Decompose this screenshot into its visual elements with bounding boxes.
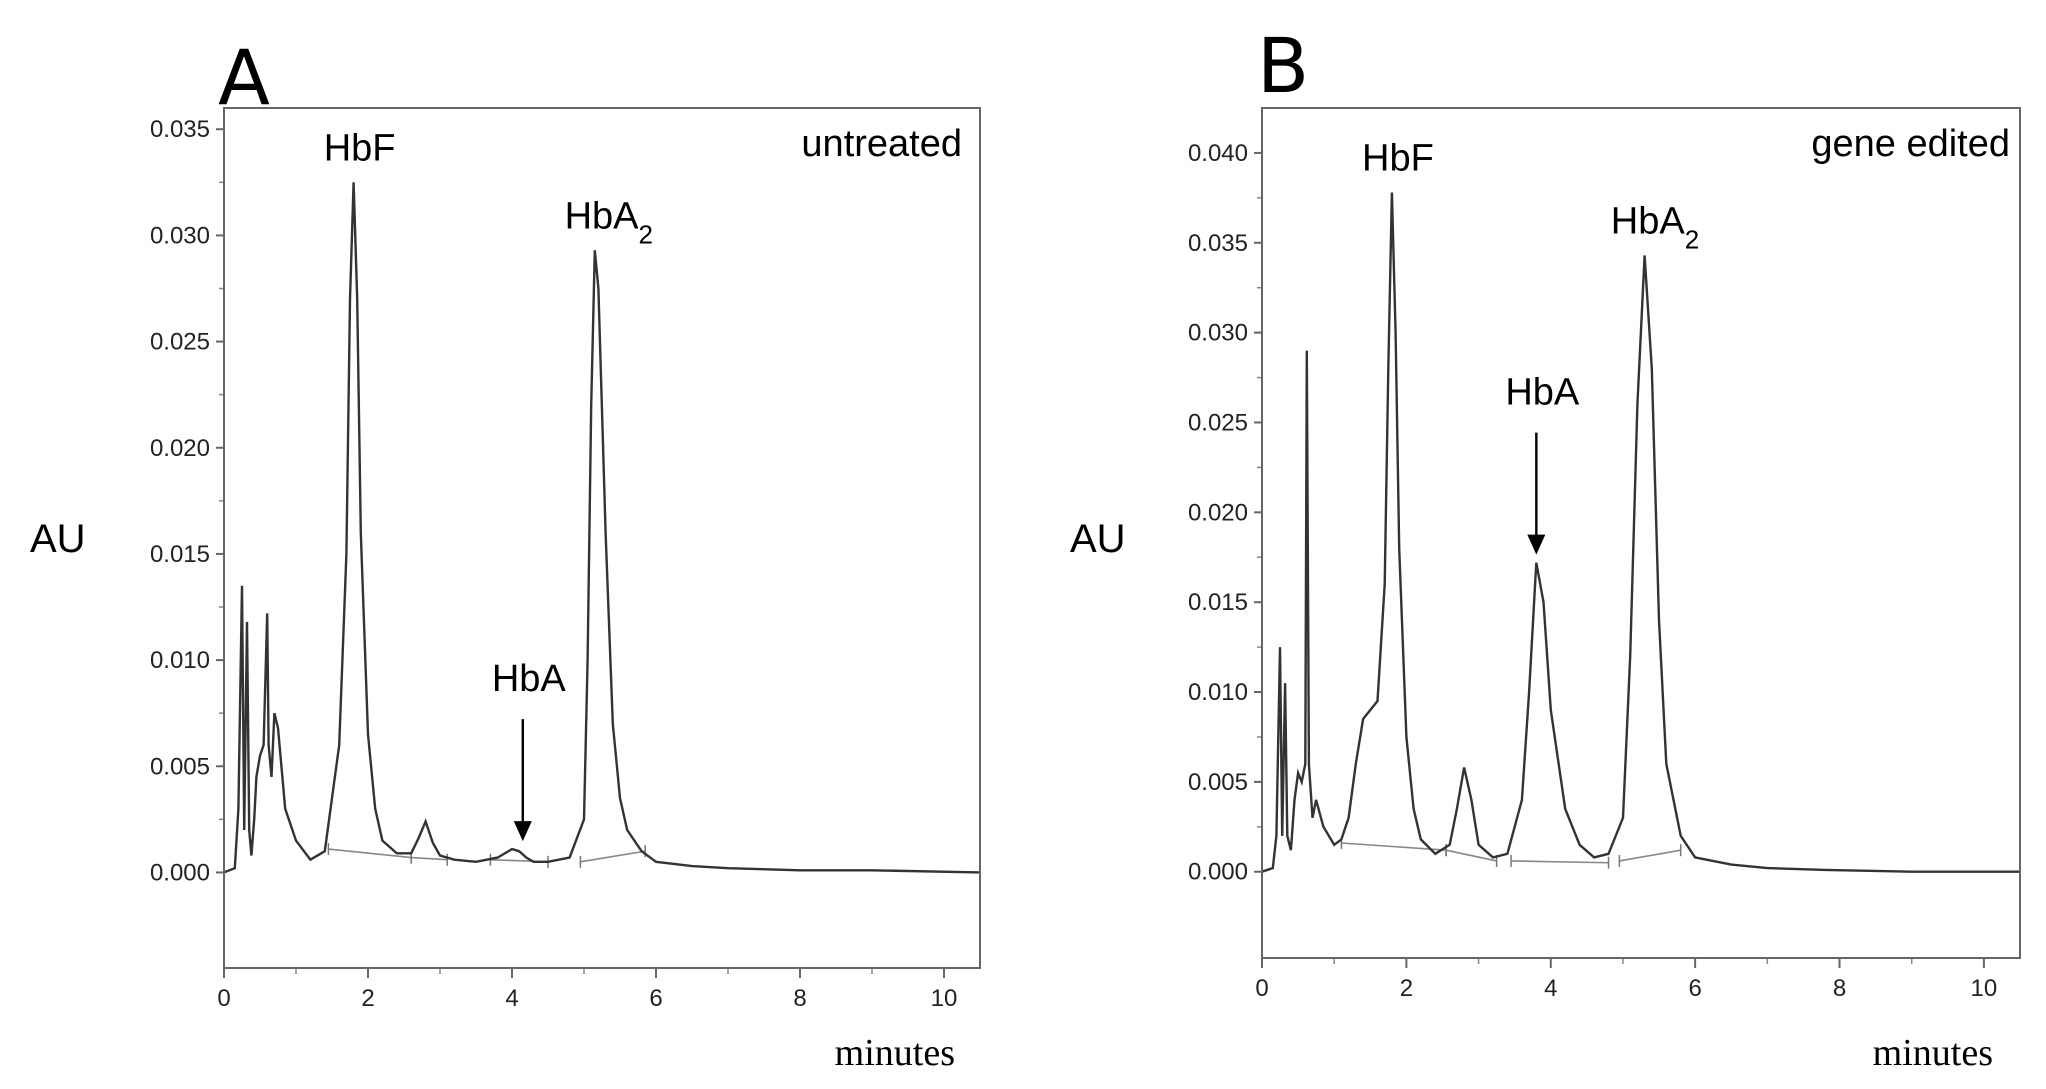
panel-a: A AU minutes untreated 0.0000.0050.0100.… (30, 33, 981, 1074)
peak-label: HbA (1505, 372, 1580, 414)
peak-label-text: HbA (1505, 372, 1580, 414)
baseline-segment (328, 848, 412, 859)
y-tick-label: 0.020 (1188, 499, 1248, 526)
integration-baseline (1340, 836, 1682, 869)
x-tick-label: 2 (361, 985, 374, 1012)
peak-label-text: HbA (1611, 200, 1686, 242)
x-tick-label: 10 (1971, 975, 1998, 1002)
chromatogram-trace (1261, 192, 2020, 873)
y-tick-label: 0.035 (150, 116, 210, 143)
arrow-head (1527, 534, 1546, 555)
chromatogram-trace (223, 182, 981, 874)
panel-letter: B (1257, 21, 1309, 110)
y-axis-label: AU (1070, 517, 1126, 561)
y-tick-label: 0.015 (150, 541, 210, 568)
y-tick-label: 0.040 (1188, 140, 1248, 167)
arrow-head (513, 821, 532, 842)
y-tick-label: 0.000 (1188, 859, 1248, 886)
y-tick-label: 0.015 (1188, 589, 1248, 616)
peak-label-text: HbA (565, 195, 640, 237)
integration-baseline (327, 843, 646, 868)
y-tick-label: 0.010 (150, 647, 210, 674)
peak-label-subscript: 2 (639, 219, 653, 249)
peak-label-text: HbA (492, 658, 567, 700)
y-tick-label: 0.005 (1188, 769, 1248, 796)
baseline-segment (1511, 860, 1609, 864)
x-tick-label: 4 (505, 985, 518, 1012)
peak-label: HbA (492, 658, 567, 700)
x-ticks: 0 2 4 6 8 10 (217, 968, 957, 1012)
x-tick-label: 2 (1400, 975, 1413, 1002)
peak-label: HbF (324, 127, 396, 169)
baseline-segment (1341, 842, 1447, 851)
baseline-segment (580, 850, 646, 863)
x-tick-label: 10 (931, 985, 958, 1012)
x-tick-label: 4 (1544, 975, 1557, 1002)
peak-label: HbF (1362, 137, 1434, 179)
peak-label-subscript: 2 (1685, 224, 1699, 254)
y-tick-label: 0.025 (150, 329, 210, 356)
x-axis-label: minutes (835, 1032, 955, 1074)
y-ticks: 0.000 0.005 0.010 0.015 0.020 0.025 0.030 0.035… (1188, 140, 1262, 886)
x-axis-label: minutes (1873, 1032, 1993, 1074)
y-tick-label: 0.000 (150, 859, 210, 886)
y-axis-label: AU (30, 517, 86, 561)
y-tick-label: 0.030 (1188, 320, 1248, 347)
baseline-segment (1619, 849, 1681, 862)
baseline-segment (1445, 849, 1497, 862)
y-tick-label: 0.025 (1188, 409, 1248, 436)
y-tick-label: 0.005 (150, 753, 210, 780)
baseline-segment (411, 856, 448, 861)
plot-frame (223, 107, 981, 969)
condition-label: gene edited (1811, 123, 2010, 165)
x-tick-label: 0 (217, 985, 230, 1012)
x-tick-label: 6 (649, 985, 662, 1012)
panel-b: B AU minutes gene edited 0.000 0.005 0.010… (1070, 21, 2021, 1074)
condition-label: untreated (801, 123, 962, 165)
peak-label-text: HbF (1362, 137, 1434, 179)
x-tick-label: 8 (1833, 975, 1846, 1002)
y-tick-label: 0.035 (1188, 230, 1248, 257)
x-tick-label: 0 (1255, 975, 1268, 1002)
peak-label: HbA2 (1611, 200, 1699, 254)
peak-label: HbA2 (565, 195, 653, 249)
peak-label-text: HbF (324, 127, 396, 169)
plot-frame (1261, 107, 2021, 959)
y-ticks: 0.000 0.005 0.010 0.015 0.020 0.025 0.030 0.035 (150, 116, 224, 886)
x-tick-label: 6 (1688, 975, 1701, 1002)
y-tick-label: 0.010 (1188, 679, 1248, 706)
x-tick-label: 8 (793, 985, 806, 1012)
y-tick-label: 0.030 (150, 222, 210, 249)
x-ticks: 0 2 4 6 8 10 (1255, 958, 1997, 1002)
y-tick-label: 0.020 (150, 435, 210, 462)
